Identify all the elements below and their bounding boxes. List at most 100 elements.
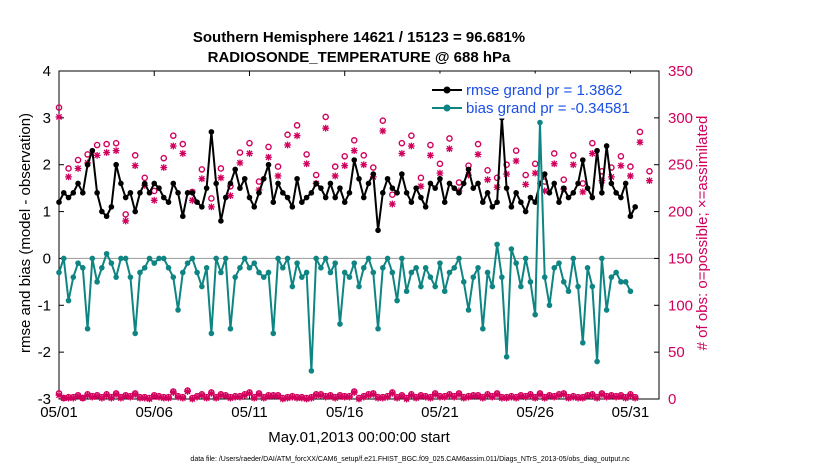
count-possible-point [646,167,653,175]
obs-assimilated-point [346,393,353,401]
bias-point [218,269,224,276]
y-left-tick-label: 2 [43,157,51,174]
rmse-point [494,199,500,205]
rmse-point [541,171,548,177]
obs-assimilated-point [546,392,553,400]
count-possible-point [446,135,453,142]
obs-assimilated-point [403,395,411,403]
obs-assimilated-point [579,394,587,402]
count-possible-point [512,147,520,154]
rmse-point [603,143,610,149]
obs-assimilated-point [407,391,415,399]
obs-assimilated-point [398,392,406,400]
obs-assimilated-point [260,394,268,402]
count-assimilated-point [398,150,406,157]
rmse-point [318,185,324,191]
rmse-point [108,204,115,210]
count-assimilated-point [65,173,72,181]
bias-point [584,265,591,271]
bias-point [165,265,172,271]
rmse-point [170,180,177,187]
rmse-point [608,180,615,187]
obs-assimilated-point [155,393,163,401]
rmse-point [275,180,281,187]
obs-assimilated-point [160,394,168,402]
obs-assimilated-point [169,389,177,396]
count-possible-point [569,152,577,159]
obs-assimilated-point [469,392,477,400]
bias-point [484,269,491,276]
obs-assimilated-point [384,393,391,401]
bias-point [260,274,267,280]
obs-assimilated-point [269,392,277,400]
legend-rmse-label: rmse grand pr = 1.3862 [466,82,622,99]
count-assimilated-point [265,153,272,161]
bias-point [389,269,396,276]
bias-point [508,246,515,252]
count-assimilated-point [169,142,177,150]
bias-point [541,274,548,280]
bias-point [570,255,577,262]
obs-assimilated-point [141,394,149,402]
rmse-point [75,180,81,187]
rmse-point [122,194,129,201]
obs-assimilated-point [274,392,282,400]
count-possible-point [74,156,82,164]
count-possible-point [103,140,110,148]
obs-assimilated-point [284,394,291,402]
count-possible-point [322,113,329,121]
count-possible-point [131,152,139,159]
bias-point [322,255,329,262]
footnote: data file: /Users/raeder/DAI/ATM_forcXX/… [190,456,630,463]
count-possible-point [417,174,425,182]
count-assimilated-point [417,182,425,190]
bias-point [418,283,424,290]
x-tick-label: 05/26 [516,404,554,421]
rmse-point [132,208,138,215]
count-possible-point [341,152,349,160]
bias-point [456,255,462,262]
count-possible-point [198,166,206,173]
count-possible-point [217,165,225,172]
count-possible-point [550,150,558,157]
count-possible-point [369,164,377,171]
rmse-point [418,194,424,201]
rmse-point [251,204,258,210]
count-possible-point [331,163,339,170]
count-possible-point [169,132,177,139]
obs-assimilated-point [322,393,330,401]
rmse-point [503,185,510,191]
rmse-point [94,190,100,196]
obs-assimilated-point [374,394,382,402]
bias-point [608,274,615,280]
rmse-point [156,185,162,191]
obs-assimilated-point [465,393,472,401]
bias-point [408,269,415,276]
bias-point [127,274,134,280]
bias-point [394,297,400,304]
obs-assimilated-point [388,389,396,397]
right-axis: 0 50 100 150 200 250 300 350 [654,63,693,408]
rmse-point [460,180,467,187]
count-assimilated-point [446,145,453,153]
obs-assimilated-point [350,389,358,396]
y-right-tick-label: 50 [668,344,685,361]
obs-assimilated-point [336,392,344,400]
bias-point [622,279,629,285]
bias-point [213,255,219,262]
obs-assimilated-point [393,394,401,402]
rmse-point [441,199,448,205]
bias-point [132,330,138,337]
count-assimilated-point [474,151,482,158]
obs-assimilated-point [117,394,125,402]
y-left-tick-label: 0 [43,250,51,267]
bias-point [532,311,538,318]
obs-assimilated-point [498,394,506,402]
legend-bias-label: bias grand pr = -0.34581 [466,100,630,117]
count-possible-point [150,187,158,195]
rmse-point [480,199,486,205]
bias-point [284,255,291,262]
bias-point [441,288,448,295]
count-assimilated-point [541,187,549,195]
